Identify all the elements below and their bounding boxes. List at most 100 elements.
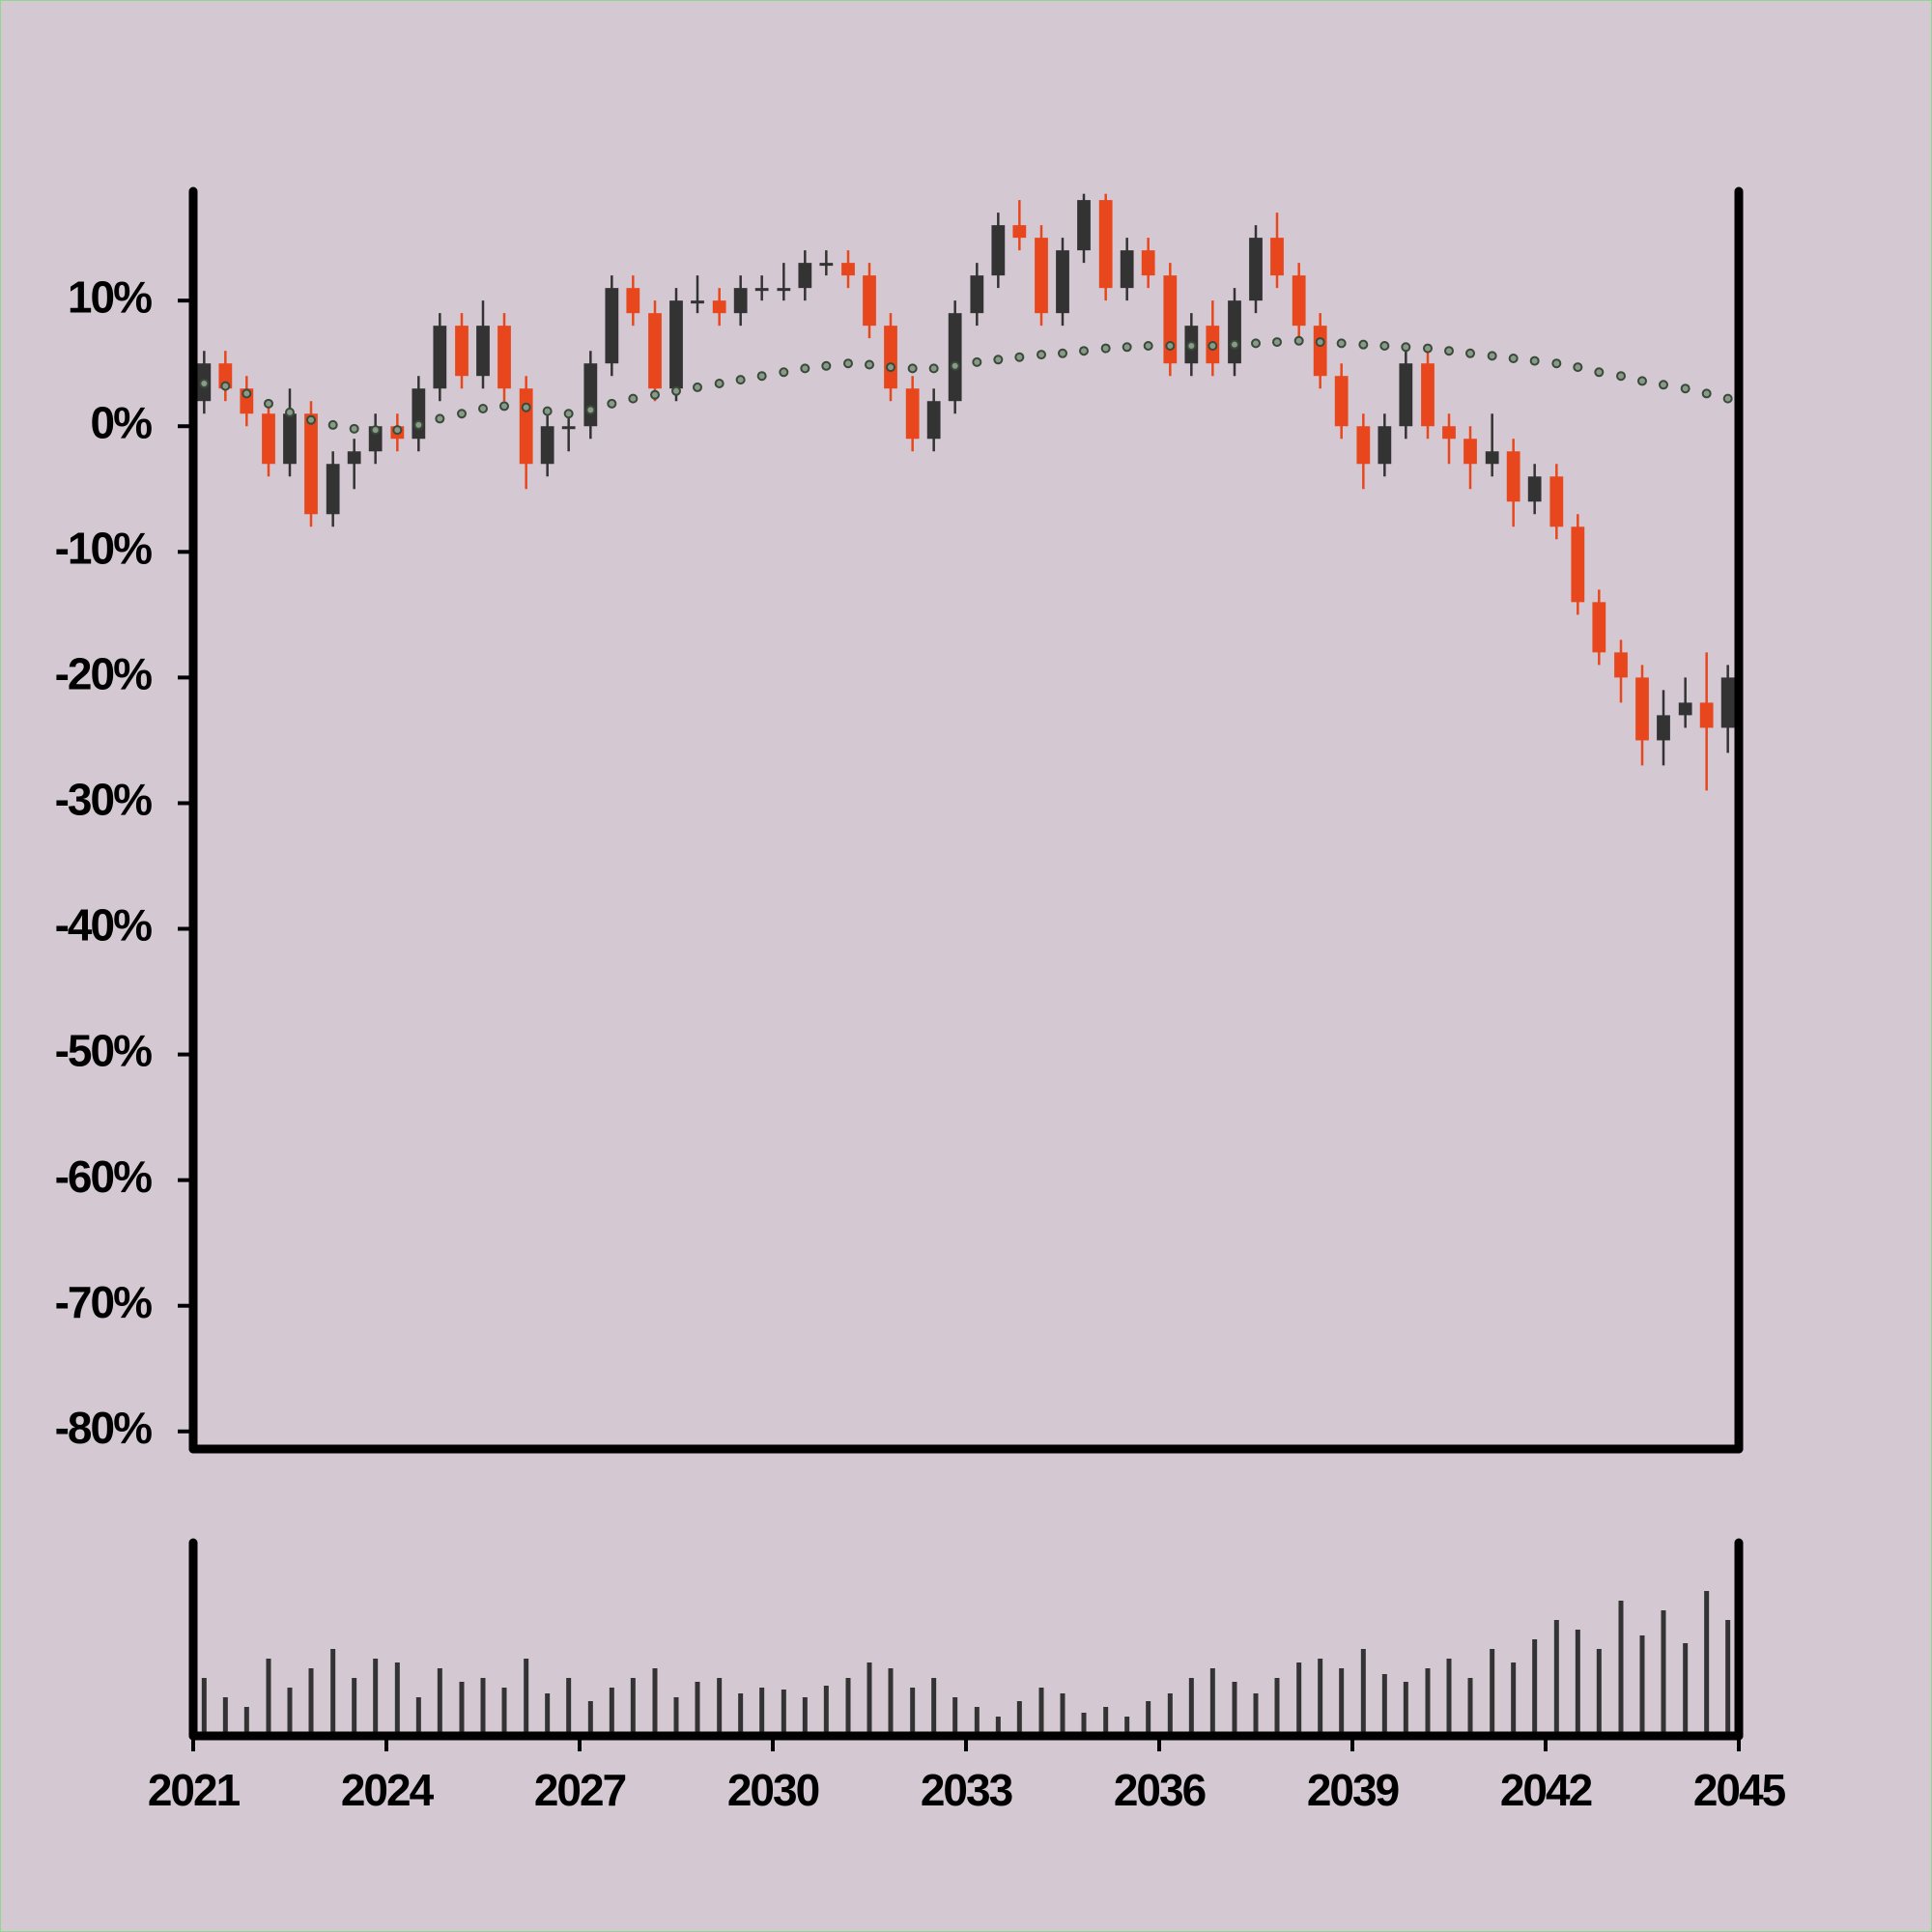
volume-bar [781,1690,786,1736]
volume-bar [566,1678,572,1736]
candle-body [433,326,447,389]
x-tick-label: 2045 [1693,1765,1786,1815]
volume-bar [1381,1674,1387,1736]
candle-body [1399,363,1413,427]
candle-body [1012,225,1027,239]
moving-average-dot [1079,346,1089,356]
volume-bar [1425,1668,1431,1736]
moving-average-dot [585,405,596,415]
volume-bar [695,1682,700,1736]
candle-body [326,464,340,515]
volume-bar [1253,1693,1259,1736]
volume-bar [738,1693,744,1736]
volume-bar [1575,1630,1580,1736]
moving-average-dot [1680,384,1690,394]
moving-average-dot [1230,339,1239,350]
volume-bar [459,1682,465,1736]
candle-body [519,388,533,465]
candle-body [1635,677,1649,741]
volume-bar [1490,1649,1495,1736]
volume-bar [524,1659,529,1736]
y-tick-label: -20% [55,649,152,699]
x-tick-label: 2024 [341,1765,435,1815]
moving-average-dot [370,425,381,436]
candle-body [1699,702,1714,728]
volume-bar [845,1678,851,1736]
moving-average-dot [478,404,488,414]
candle-body [583,363,598,427]
candle-body [1120,250,1134,289]
candle-body [841,263,855,276]
moving-average-dot [499,401,509,412]
volume-bar [222,1697,228,1736]
candle-body [497,326,511,389]
candle-body [777,288,791,292]
volume-bar [1639,1635,1645,1736]
candle-body [1720,677,1735,728]
moving-average-dot [1251,338,1261,349]
moving-average-dot [1444,346,1454,356]
volume-bar [1467,1678,1473,1736]
volume-bar [1318,1659,1323,1736]
candle-body [1571,526,1585,603]
candle-body [304,413,318,515]
moving-average-dot [1272,337,1282,348]
volume-bar [1081,1713,1087,1736]
candle-body [1228,300,1241,364]
volume-bar [201,1678,207,1736]
volume-bar [1360,1649,1366,1736]
candle-body [991,225,1006,276]
candle-body [948,313,962,402]
volume-bar [415,1697,421,1736]
candle-body [1506,451,1520,502]
moving-average-dot [628,393,639,404]
candle-body [669,300,683,389]
volume-bar [545,1693,551,1736]
candle-body [283,413,297,465]
volume-bar [717,1678,723,1736]
moving-average-dot [1014,352,1025,362]
candle-body [1463,439,1477,465]
moving-average-dot [865,359,874,370]
volume-bar [330,1649,336,1736]
moving-average-dot [264,398,273,409]
volume-bar [501,1688,507,1736]
candle-body [905,388,920,440]
moving-average-dot [1143,340,1153,351]
candle-body [1249,238,1263,301]
y-tick-label: -40% [55,900,152,951]
candle-body [798,263,812,289]
volume-bar [1532,1639,1538,1736]
volume-bar [867,1662,872,1736]
y-tick-label: -10% [55,523,152,573]
moving-average-dot [413,419,424,430]
candle-body [1163,275,1178,364]
volume-bar [373,1659,379,1736]
y-tick-label: 0% [91,397,153,447]
moving-average-dot [972,356,982,367]
volume-bar [823,1686,829,1736]
volume-bar [394,1662,400,1736]
x-tick-label: 2033 [921,1765,1012,1815]
moving-average-dot [1208,340,1218,351]
candle-body [754,288,769,292]
moving-average-dot [993,355,1004,365]
candle-body [1313,326,1327,377]
moving-average-dot [242,388,252,399]
moving-average-dot [886,362,895,373]
moving-average-dot [542,406,553,416]
x-tick-label: 2039 [1307,1765,1399,1815]
moving-average-dot [1594,367,1605,378]
volume-bar [1060,1693,1065,1736]
candle-body [1035,238,1048,314]
moving-average-dot [1487,351,1497,361]
moving-average-dot [521,402,531,412]
y-tick-label: -30% [55,775,152,825]
volume-bar [1167,1693,1173,1736]
moving-average-dot [1616,371,1626,382]
volume-bar [1232,1682,1237,1736]
candle-body [1356,426,1371,465]
candle-body [605,288,619,364]
volume-bar [266,1659,271,1736]
